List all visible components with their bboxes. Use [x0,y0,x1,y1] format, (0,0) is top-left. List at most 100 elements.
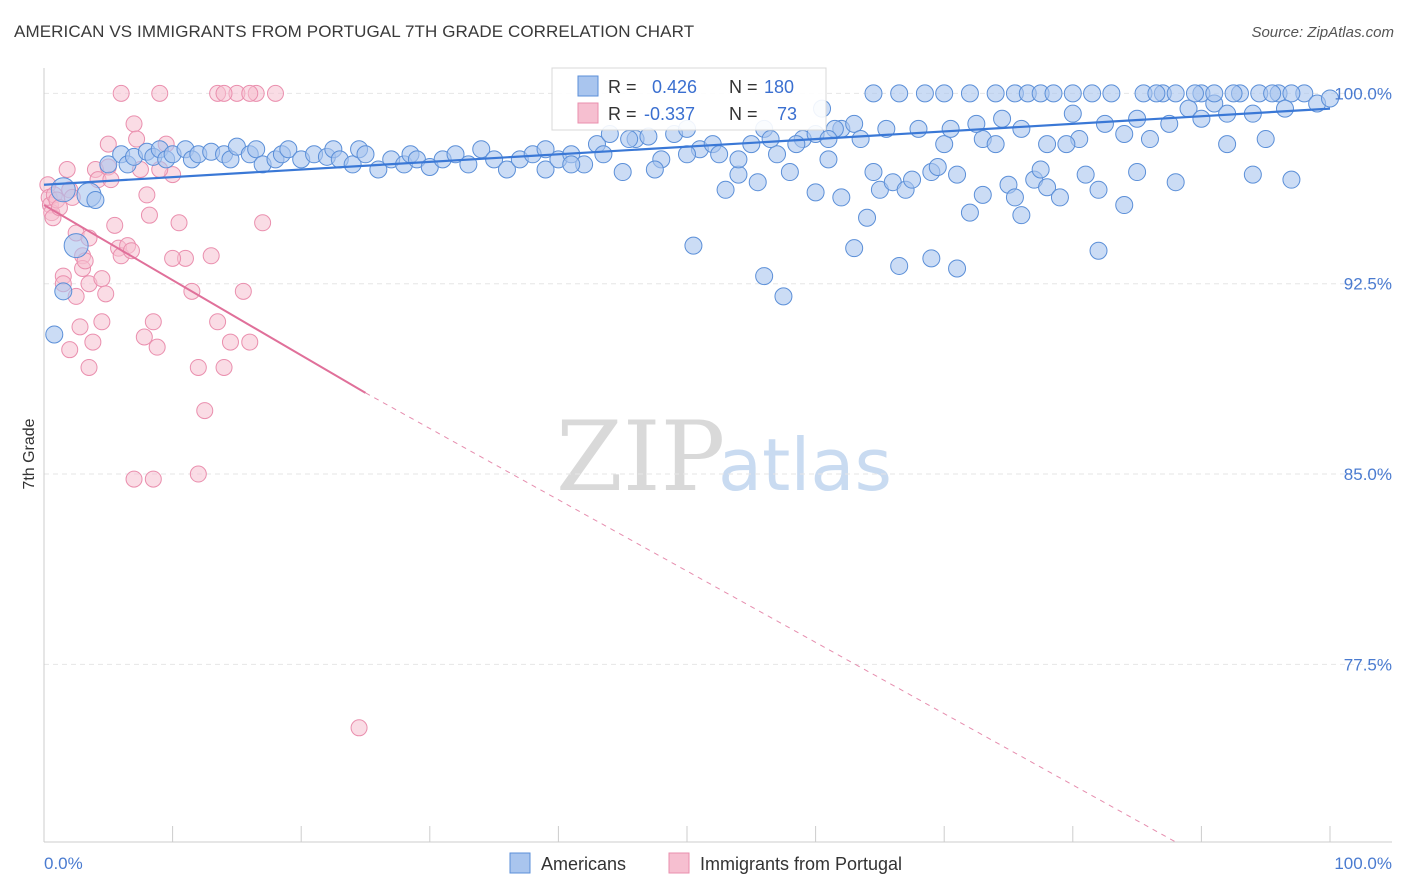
point-portugal-65 [189,465,207,483]
point-americans-35 [356,145,375,164]
point-americans-179 [1275,99,1294,118]
trend-line-portugal-extension [365,392,1176,843]
point-americans-154 [536,140,555,159]
point-americans-116 [845,239,864,258]
point-americans-115 [774,287,793,306]
stats-r-label-americans: R = [608,77,637,97]
point-americans-5 [86,190,105,209]
point-americans-127 [973,185,992,204]
source-credit: Source: ZipAtlas.com [1251,24,1394,41]
stats-r-value-americans: 0.426 [652,77,697,97]
point-americans-131 [1057,135,1076,154]
point-americans-85 [986,135,1005,154]
point-portugal-37 [135,328,153,346]
point-portugal-25 [97,285,115,303]
y-tick-label-0: 100.0% [1334,84,1392,103]
point-americans-92 [1076,165,1095,184]
watermark-atlas: atlas [718,423,892,507]
legend-swatch-americans [509,852,531,874]
point-americans-56 [613,163,632,182]
point-portugal-10 [58,161,76,179]
point-americans-43 [446,145,465,164]
stats-swatch-portugal [577,102,599,124]
point-americans-157 [620,130,639,149]
point-portugal-53 [221,333,239,351]
y-tick-labels: 100.0% 92.5% 85.0% 77.5% [1334,84,1392,674]
stats-r-label-portugal: R = [608,104,637,124]
point-portugal-58 [254,214,272,232]
point-portugal-24 [93,270,111,288]
point-americans-95 [1115,124,1134,143]
point-americans-124 [864,163,883,182]
point-americans-97 [1140,130,1159,149]
point-portugal-41 [148,338,166,356]
gridlines [44,92,1392,665]
y-tick-label-2: 85.0% [1344,465,1392,484]
point-americans-156 [594,145,613,164]
point-portugal-70 [112,84,130,102]
point-portugal-40 [144,313,162,331]
point-portugal-61 [80,358,98,376]
point-portugal-21 [84,333,102,351]
point-americans-27 [279,140,298,159]
trend-line-americans [43,107,1331,186]
legend-label-americans: Americans [541,854,626,874]
point-americans-23 [247,140,266,159]
point-portugal-26 [99,135,117,153]
point-americans-135 [890,84,909,103]
point-americans-6 [99,155,118,174]
point-americans-94 [1102,84,1121,103]
x-tick-label-0: 0.0% [44,854,83,873]
point-americans-176 [1192,109,1211,128]
point-portugal-69 [350,719,368,737]
point-portugal-63 [125,470,143,488]
point-americans-105 [1243,165,1262,184]
stats-r-value-portugal: -0.337 [644,104,695,124]
point-americans-173 [1095,114,1114,133]
point-americans-158 [645,160,664,179]
point-americans-171 [1038,135,1057,154]
point-americans-47 [497,160,516,179]
point-americans-167 [941,119,960,138]
point-portugal-48 [189,358,207,376]
stats-n-label-portugal: N = [729,104,758,124]
point-portugal-62 [93,313,111,331]
points-americans [45,84,1339,344]
point-americans-65 [729,165,748,184]
point-portugal-45 [170,214,188,232]
point-americans-99 [1166,173,1185,192]
point-americans-155 [562,155,581,174]
point-portugal-52 [215,358,233,376]
point-americans-93 [1089,180,1108,199]
point-portugal-51 [209,313,227,331]
point-americans-137 [935,84,954,103]
point-americans-108 [1282,170,1301,189]
point-americans-149 [1205,84,1224,103]
point-americans-90 [1050,188,1069,207]
point-portugal-67 [215,84,233,102]
point-americans-113 [684,236,703,255]
point-americans-166 [877,119,896,138]
point-americans-165 [851,130,870,149]
point-americans-89 [1038,178,1057,197]
point-americans-160 [710,145,729,164]
point-portugal-72 [164,249,182,267]
point-portugal-35 [128,130,146,148]
point-americans-64 [716,180,735,199]
legend-swatch-portugal [668,852,690,874]
point-americans-163 [787,135,806,154]
point-americans-81 [935,135,954,154]
point-americans-2 [54,282,73,301]
point-portugal-68 [241,84,259,102]
x-tick-label-1: 100.0% [1334,854,1392,873]
point-americans-74 [845,114,864,133]
point-americans-143 [1044,84,1063,103]
stats-swatch-americans [577,75,599,97]
point-americans-159 [678,145,696,164]
trend-line-portugal [43,204,367,394]
watermark-zip: ZIP [556,401,725,513]
point-americans-83 [960,203,979,222]
y-tick-label-1: 92.5% [1344,275,1392,294]
point-americans-161 [729,150,748,169]
y-tick-label-3: 77.5% [1344,655,1392,674]
